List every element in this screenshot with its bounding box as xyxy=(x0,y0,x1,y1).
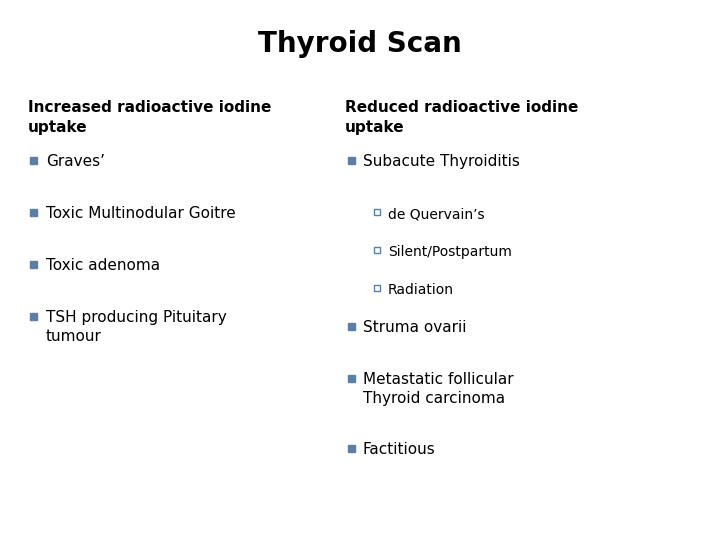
Text: Subacute Thyroiditis: Subacute Thyroiditis xyxy=(363,154,520,169)
Text: Factitious: Factitious xyxy=(363,442,436,457)
FancyBboxPatch shape xyxy=(30,313,37,320)
FancyBboxPatch shape xyxy=(348,375,355,381)
FancyBboxPatch shape xyxy=(348,322,355,329)
FancyBboxPatch shape xyxy=(374,209,380,215)
FancyBboxPatch shape xyxy=(374,247,380,253)
Text: Thyroid Scan: Thyroid Scan xyxy=(258,30,462,58)
Text: Graves’: Graves’ xyxy=(46,154,105,169)
FancyBboxPatch shape xyxy=(30,157,37,164)
Text: Toxic Multinodular Goitre: Toxic Multinodular Goitre xyxy=(46,206,235,221)
Text: Metastatic follicular
Thyroid carcinoma: Metastatic follicular Thyroid carcinoma xyxy=(363,372,513,406)
Text: Increased radioactive iodine
uptake: Increased radioactive iodine uptake xyxy=(28,100,271,135)
Text: Silent/Postpartum: Silent/Postpartum xyxy=(388,245,512,259)
Text: Radiation: Radiation xyxy=(388,283,454,297)
FancyBboxPatch shape xyxy=(374,285,380,291)
FancyBboxPatch shape xyxy=(30,208,37,215)
FancyBboxPatch shape xyxy=(348,444,355,451)
Text: Toxic adenoma: Toxic adenoma xyxy=(46,258,160,273)
Text: Reduced radioactive iodine
uptake: Reduced radioactive iodine uptake xyxy=(345,100,578,135)
FancyBboxPatch shape xyxy=(348,157,355,164)
FancyBboxPatch shape xyxy=(30,260,37,267)
Text: Struma ovarii: Struma ovarii xyxy=(363,320,467,335)
Text: de Quervain’s: de Quervain’s xyxy=(388,207,485,221)
Text: TSH producing Pituitary
tumour: TSH producing Pituitary tumour xyxy=(46,310,227,344)
